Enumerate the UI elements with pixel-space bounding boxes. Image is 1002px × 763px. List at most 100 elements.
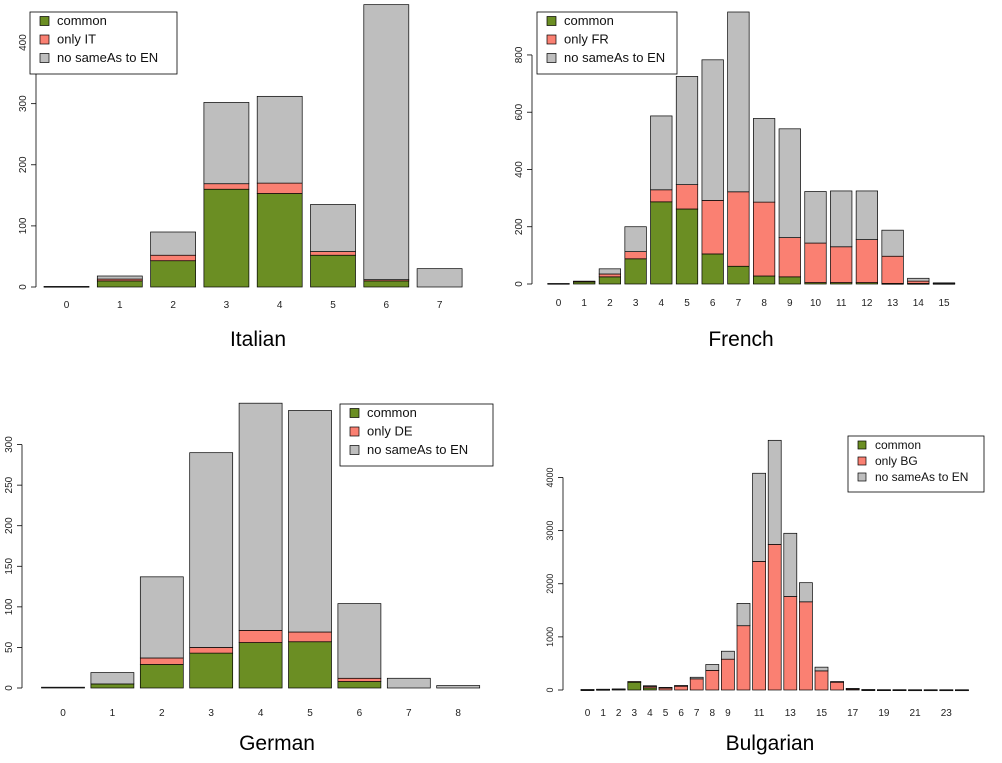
bars: 0 1 2 3 4 5 6 7 8 9 11 13 15 17 19 21 23 <box>580 439 969 719</box>
bar-segment-common <box>288 641 332 689</box>
bar-segment-common <box>203 188 250 288</box>
bar-segment-only-fr <box>573 280 596 283</box>
bar-segment-only-fr <box>752 201 776 277</box>
x-tick-label: 11 <box>836 298 847 309</box>
bar-segment-only-de <box>238 630 283 643</box>
bar-segment-only-fr <box>727 191 750 267</box>
bar-segment-only-bg <box>736 625 751 691</box>
legend-label: no sameAs to EN <box>564 50 665 65</box>
bar-segment-no-sameas-to-en <box>783 532 798 597</box>
bar-segment-only-it <box>150 254 196 262</box>
bar-segment-no-sameas-to-en <box>96 275 143 280</box>
x-tick-label: 5 <box>663 708 669 719</box>
y-tick-label: 800 <box>514 46 525 63</box>
bar-segment-common <box>778 276 801 285</box>
bar-segment-no-sameas-to-en <box>689 676 704 680</box>
bar-segment-no-sameas-to-en <box>861 689 876 691</box>
y-tick-label: 100 <box>18 217 29 234</box>
y-tick-label: 0 <box>4 685 15 691</box>
x-tick-label: 21 <box>910 708 922 719</box>
bar-segment-no-sameas-to-en <box>705 664 720 671</box>
bar-segment-common <box>96 280 143 288</box>
legend-label: common <box>875 438 921 452</box>
german-panel: 0 50 100 150 200 250 300 0 1 2 3 4 5 6 7 8 common only DE… <box>4 402 494 755</box>
bar-segment-common <box>139 664 184 689</box>
bar-segment-no-sameas-to-en <box>674 685 688 687</box>
x-tick-label: 11 <box>754 708 765 719</box>
bar-segment-only-bg <box>705 669 720 691</box>
legend-box <box>29 11 178 75</box>
bar-segment-only-fr <box>650 189 673 203</box>
legend-swatch <box>857 456 867 466</box>
bar-segment-no-sameas-to-en <box>416 268 463 288</box>
x-tick-label: 2 <box>159 708 165 719</box>
bar-segment-no-sameas-to-en <box>611 688 626 691</box>
bar-segment-no-sameas-to-en <box>150 231 196 256</box>
bar-segment-common <box>150 260 196 288</box>
legend-label: only IT <box>57 32 96 47</box>
legend-swatch <box>857 472 867 482</box>
bar-segment-no-sameas-to-en <box>363 4 410 281</box>
y-tick-label: 400 <box>18 34 29 51</box>
x-tick-label: 13 <box>887 298 899 309</box>
bar-segment-no-sameas-to-en <box>752 118 776 203</box>
bar-segment-no-sameas-to-en <box>310 204 356 252</box>
x-tick-label: 6 <box>678 708 684 719</box>
legend-label: only BG <box>875 454 918 468</box>
legend-label: common <box>564 13 614 28</box>
bar-segment-no-sameas-to-en <box>721 650 735 660</box>
legend-swatch <box>546 34 557 45</box>
y-tick-label: 0 <box>545 687 555 692</box>
bar-segment-no-sameas-to-en <box>814 666 829 672</box>
bar-segment-no-sameas-to-en <box>845 688 860 690</box>
y-axis: 0 1000 2000 3000 4000 <box>545 467 564 693</box>
bar-segment-only-fr <box>881 255 904 284</box>
bar-segment-no-sameas-to-en <box>288 410 332 633</box>
legend-box <box>339 403 494 467</box>
x-tick-label: 15 <box>938 298 950 309</box>
bar-segment-common <box>310 254 356 288</box>
x-tick-label: 0 <box>60 708 66 719</box>
legend-swatch <box>349 408 360 418</box>
bar-segment-no-sameas-to-en <box>675 76 699 185</box>
bar-segment-only-bg <box>783 596 798 691</box>
bar-segment-common <box>363 280 410 288</box>
x-tick-label: 2 <box>170 300 176 311</box>
x-tick-label: 7 <box>694 708 700 719</box>
bar-segment-no-sameas-to-en <box>386 677 431 689</box>
bar-segment-only-fr <box>804 242 827 283</box>
bar-segment-no-sameas-to-en <box>881 229 904 257</box>
x-tick-label: 4 <box>659 298 665 309</box>
bar-segment-only-it <box>256 182 303 194</box>
x-tick-label: 6 <box>357 708 363 719</box>
bar-segment-only-fr <box>598 273 622 278</box>
x-tick-label: 4 <box>258 708 264 719</box>
bar-segment-common <box>675 208 699 285</box>
x-tick-label: 17 <box>847 708 859 719</box>
legend-box <box>536 11 678 75</box>
bar-segment-common <box>598 276 622 285</box>
bar-segment-only-bg <box>799 601 813 691</box>
x-tick-label: 14 <box>913 298 925 309</box>
y-tick-label: 2000 <box>545 574 555 594</box>
legend-label: no sameAs to EN <box>875 470 968 484</box>
legend: common only DE no sameAs to EN <box>339 403 494 467</box>
x-tick-label: 15 <box>816 708 828 719</box>
y-tick-label: 150 <box>4 558 15 575</box>
bar-segment-only-it <box>310 251 356 256</box>
bar-segment-no-sameas-to-en <box>598 268 622 275</box>
bar-segment-no-sameas-to-en <box>643 685 657 687</box>
y-tick-label: 200 <box>514 218 525 235</box>
x-tick-label: 19 <box>878 708 890 719</box>
y-tick-label: 0 <box>18 284 29 290</box>
legend-label: no sameAs to EN <box>57 50 158 65</box>
bar-segment-no-sameas-to-en <box>877 689 891 691</box>
legend-box <box>847 435 985 493</box>
legend-swatch <box>39 53 50 63</box>
bar-segment-no-sameas-to-en <box>238 402 283 631</box>
bar-segment-only-fr <box>855 239 879 283</box>
x-tick-label: 7 <box>736 298 742 309</box>
bar-segment-no-sameas-to-en <box>932 282 956 285</box>
